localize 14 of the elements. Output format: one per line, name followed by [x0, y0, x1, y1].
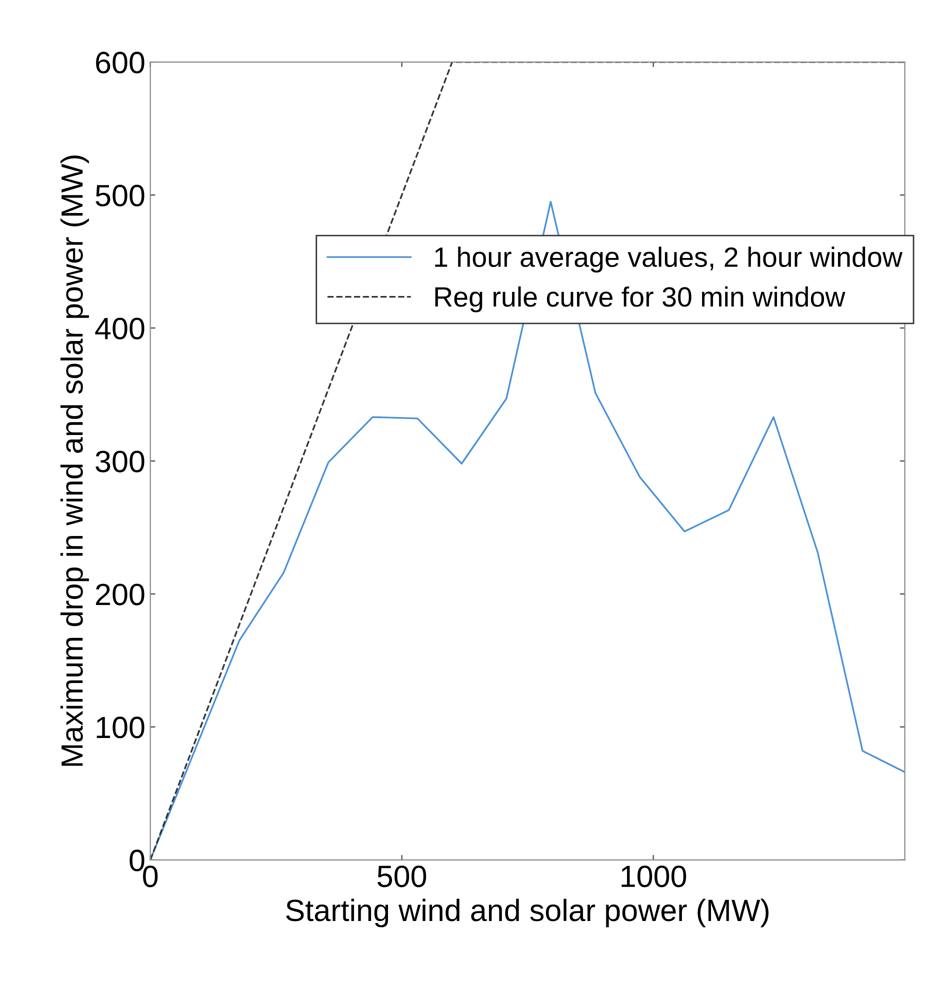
- y-tick-label: 0: [130, 850, 144, 872]
- y-tick-label: 500: [96, 184, 144, 206]
- x-tick-label: 1000: [622, 866, 686, 888]
- x-axis-title: Starting wind and solar power (MW): [286, 898, 769, 928]
- x-tick-label: 500: [378, 866, 426, 888]
- legend-label: Reg rule curve for 30 min window: [435, 286, 846, 312]
- y-tick-label: 300: [96, 450, 144, 472]
- y-tick-label: 600: [96, 52, 144, 74]
- legend-label: 1 hour average values, 2 hour window: [435, 246, 903, 273]
- x-tick-label: 0: [143, 866, 158, 888]
- y-axis-title: Maximum drop in wind and solar power (MW): [60, 156, 89, 766]
- y-tick-label: 100: [96, 716, 144, 738]
- y-tick-label: 200: [96, 584, 144, 606]
- y-tick-label: 400: [95, 318, 144, 340]
